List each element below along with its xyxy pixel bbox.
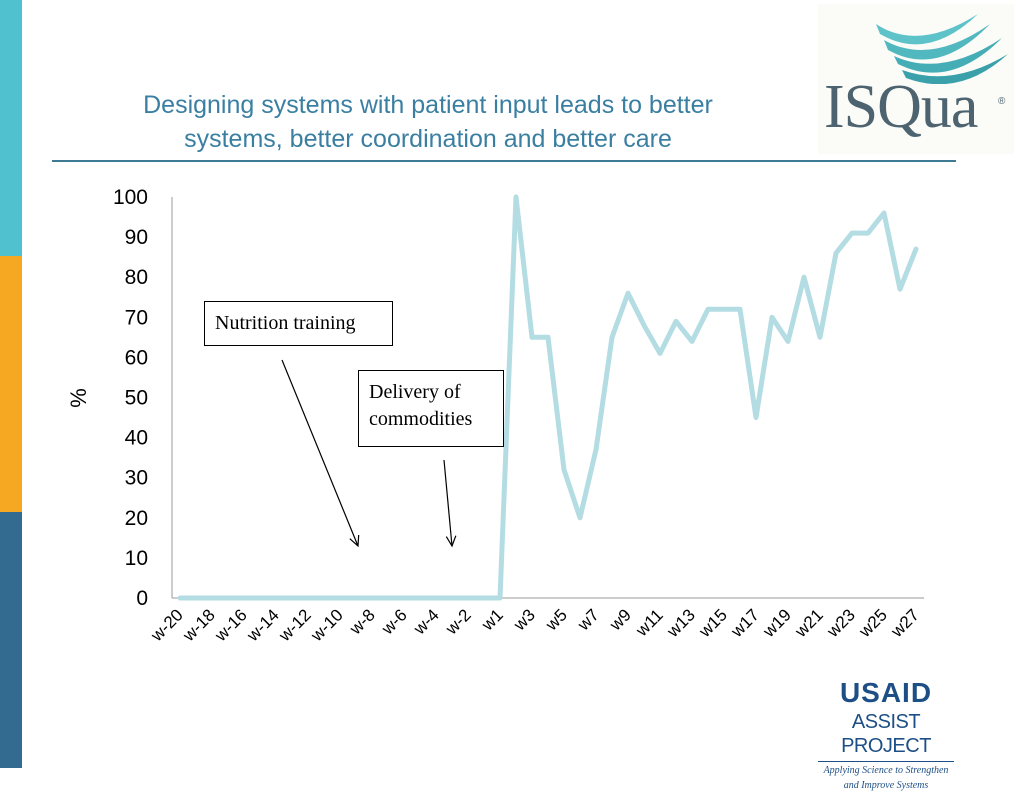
y-tick-label: 80 bbox=[125, 266, 148, 289]
x-tick-label: w9 bbox=[605, 605, 635, 635]
x-tick-label: w3 bbox=[509, 605, 539, 635]
slide-title: Designing systems with patient input lea… bbox=[52, 88, 804, 156]
x-tick-label: w-12 bbox=[275, 605, 315, 645]
annotation-nutrition-training-text: Nutrition training bbox=[215, 312, 356, 334]
x-tick-label: w-16 bbox=[211, 605, 251, 645]
side-stripe-teal bbox=[0, 0, 22, 256]
x-tick-label: w5 bbox=[541, 605, 571, 635]
usaid-tagline-line1: Applying Science to Strengthen bbox=[823, 765, 949, 776]
x-tick-label: w-20 bbox=[147, 605, 187, 645]
x-tick-label: w27 bbox=[887, 605, 923, 641]
usaid-divider bbox=[818, 761, 954, 762]
series-group bbox=[177, 194, 919, 601]
y-tick-label: 50 bbox=[125, 387, 148, 410]
side-stripe-blue bbox=[0, 512, 22, 768]
isqua-logo: ISQua ® bbox=[818, 4, 1014, 154]
y-tick-label: 40 bbox=[125, 427, 148, 450]
x-tick-label: w15 bbox=[695, 605, 731, 641]
y-axis: 0 10 20 30 40 50 60 70 80 90 100 bbox=[113, 186, 173, 610]
x-tick-label: w-6 bbox=[377, 605, 411, 639]
slide-title-line1: Designing systems with patient input lea… bbox=[143, 91, 713, 119]
usaid-tagline-line2: and Improve Systems bbox=[843, 780, 929, 791]
x-axis: w-20w-18w-16w-14w-12w-10 w-8 w-6 w-4 w-2 w1 w3… bbox=[147, 597, 924, 646]
x-tick-label: w17 bbox=[727, 605, 763, 641]
x-tick-label: w11 bbox=[632, 605, 667, 640]
y-tick-label: 100 bbox=[113, 186, 148, 209]
slide-title-line2: systems, better coordination and better … bbox=[184, 125, 672, 153]
y-tick-label: 20 bbox=[125, 507, 148, 530]
annotation-nutrition-training: Nutrition training bbox=[204, 301, 393, 346]
series-line bbox=[177, 194, 919, 601]
y-axis-label: % bbox=[66, 388, 91, 408]
x-tick-label: w7 bbox=[573, 605, 603, 635]
title-divider bbox=[52, 160, 956, 162]
assist-project-wordmark: ASSIST PROJECT bbox=[841, 711, 931, 757]
delivery-arrow bbox=[443, 459, 457, 548]
x-tick-label: w-2 bbox=[441, 605, 475, 639]
isqua-wave-icon bbox=[876, 14, 1008, 84]
annotation-delivery-line2: commodities bbox=[369, 408, 473, 430]
isqua-wordmark: ISQua bbox=[824, 73, 978, 141]
annotation-delivery-of-commodities: Delivery of commodities bbox=[358, 370, 504, 447]
y-tick-label: 60 bbox=[125, 346, 148, 369]
x-tick-label: w-8 bbox=[345, 605, 379, 639]
x-tick-label: w-4 bbox=[409, 605, 443, 639]
annotation-delivery-line1: Delivery of bbox=[369, 381, 461, 403]
y-tick-label: 30 bbox=[125, 467, 148, 490]
side-stripe-orange bbox=[0, 256, 22, 512]
y-tick-label: 70 bbox=[125, 306, 148, 329]
y-tick-label: 10 bbox=[125, 547, 148, 570]
y-tick-label: 90 bbox=[125, 226, 148, 249]
x-tick-label: w13 bbox=[663, 605, 699, 641]
x-tick-label: w21 bbox=[791, 605, 827, 641]
isqua-registered-mark: ® bbox=[998, 96, 1006, 107]
x-tick-label: w1 bbox=[477, 605, 507, 635]
annotation-arrows bbox=[281, 359, 457, 548]
x-tick-label: w-18 bbox=[179, 605, 219, 645]
x-tick-label: w25 bbox=[855, 605, 891, 641]
usaid-wordmark: USAID bbox=[839, 677, 933, 708]
usaid-assist-logo: USAID ASSIST PROJECT Applying Science to… bbox=[806, 676, 966, 792]
x-tick-label: w-14 bbox=[243, 605, 283, 645]
y-tick-label: 0 bbox=[136, 587, 148, 610]
x-tick-label: w-10 bbox=[307, 605, 347, 645]
x-tick-label: w19 bbox=[759, 605, 795, 641]
x-tick-label: w23 bbox=[823, 605, 859, 641]
nutrition-training-arrow bbox=[281, 359, 360, 548]
